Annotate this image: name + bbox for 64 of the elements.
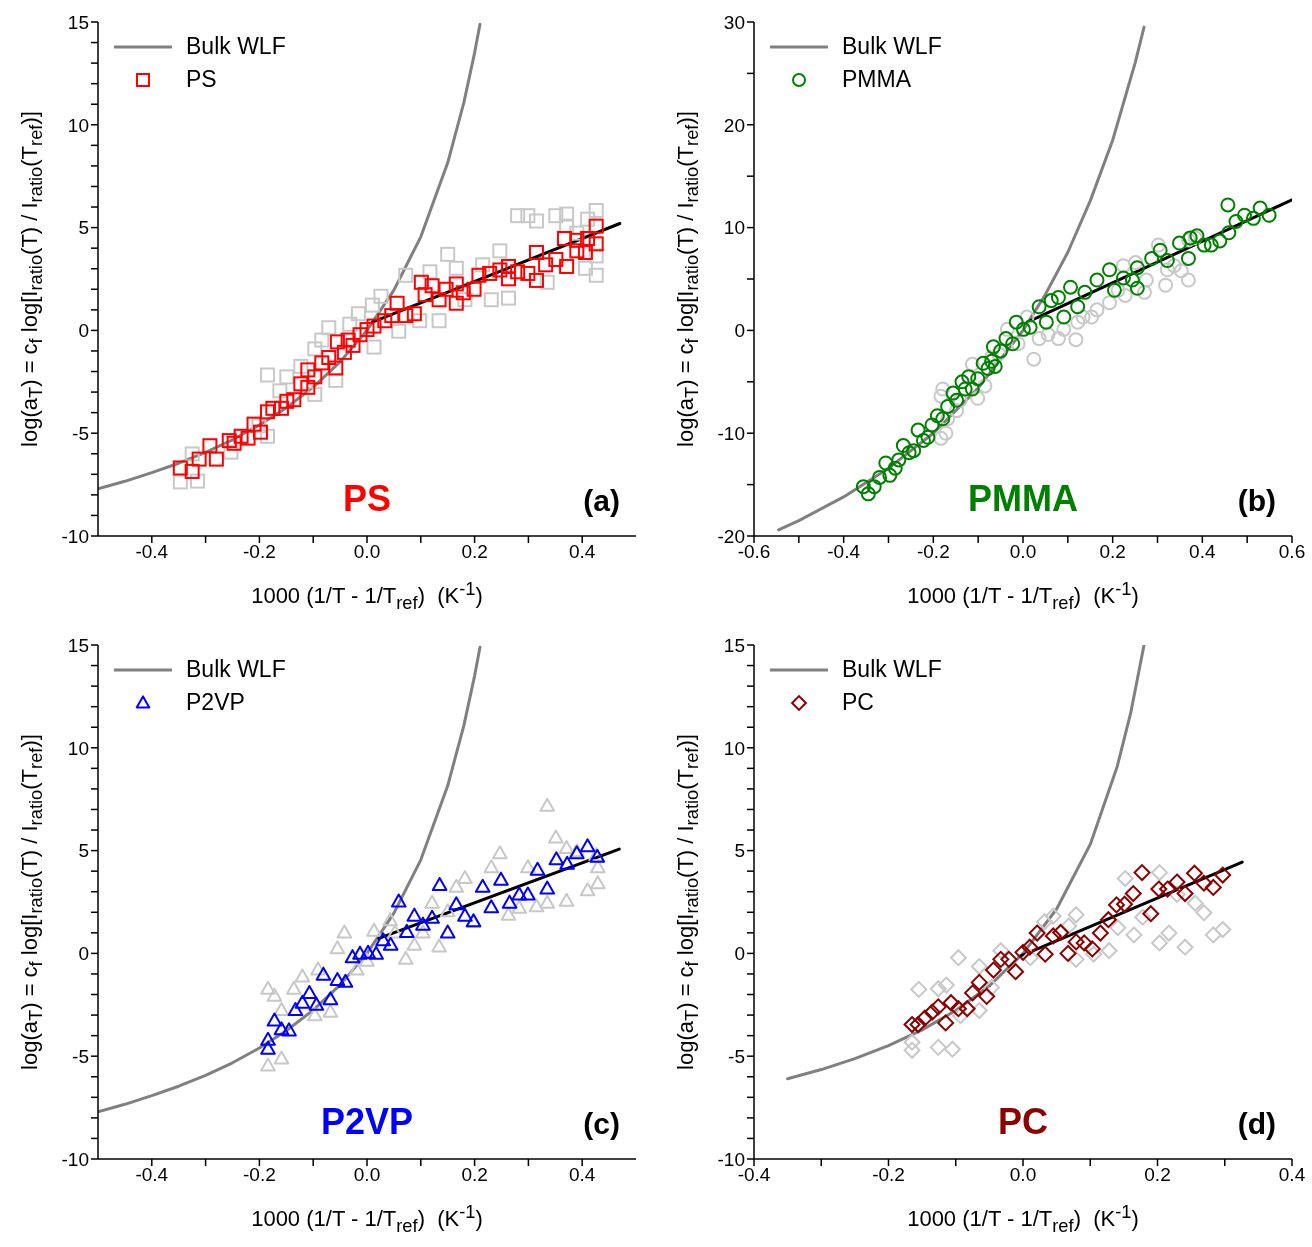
y-tick-label: -5 [72,1045,89,1067]
x-tick-label: 0.0 [1009,541,1037,563]
y-tick-label: -10 [717,1148,745,1170]
x-tick-label: -0.2 [243,541,276,563]
annotation: (a) [583,484,620,518]
legend-label: Bulk WLF [842,33,942,60]
x-tick-label: 0.2 [461,541,488,563]
y-tick-label: 10 [67,737,89,759]
y-tick-label: 15 [67,634,89,656]
x-tick-label: 0.2 [1144,1164,1171,1186]
x-tick-label: -0.4 [135,541,169,563]
legend-label: Bulk WLF [186,656,286,683]
y-tick-label: -10 [61,525,89,547]
y-tick-label: 10 [723,737,745,759]
x-tick-label: 0.4 [1189,541,1216,563]
y-tick-label: 10 [723,217,745,239]
legend-label: PC [842,689,874,716]
x-tick-label: 0.6 [1278,541,1306,563]
x-tick-label: 0.0 [1009,1164,1037,1186]
y-tick-label: 0 [734,320,745,342]
x-tick-label: 0.4 [1278,1164,1306,1186]
legend-label: P2VP [186,689,245,716]
legend-label: PMMA [842,66,911,93]
y-tick-label: -5 [728,1045,745,1067]
x-tick-label: 0.2 [461,1164,488,1186]
y-tick-label: 30 [723,11,745,33]
legend-label: PS [186,66,217,93]
y-tick-label: -10 [717,422,745,444]
x-tick-label: -0.2 [916,541,950,563]
x-axis-title: 1000 (1/T - 1/T$_{ref}$) (K$^{-1}$) [250,1201,484,1237]
y-tick-label: -20 [717,525,745,547]
legend-label: Bulk WLF [186,33,286,60]
legend-label: Bulk WLF [842,656,942,683]
x-tick-label: -0.2 [872,1164,905,1186]
x-axis-title: 1000 (1/T - 1/T$_{ref}$) (K$^{-1}$) [906,1201,1140,1237]
x-tick-label: 0.4 [568,541,596,563]
annotation: (b) [1237,484,1276,518]
y-tick-label: -10 [61,1148,89,1170]
annotation: PS [342,478,392,520]
y-tick-label: 0 [734,943,745,965]
annotation: P2VP [319,1101,415,1143]
x-tick-label: 0.0 [353,541,381,563]
y-tick-label: 0 [78,943,89,965]
x-tick-label: -0.2 [243,1164,276,1186]
annotation: (d) [1237,1107,1276,1141]
x-tick-label: 0.2 [1099,541,1126,563]
x-tick-label: -0.4 [135,1164,169,1186]
y-tick-label: 20 [723,114,745,136]
x-axis-title: 1000 (1/T - 1/T$_{ref}$) (K$^{-1}$) [906,578,1140,614]
x-tick-label: 0.4 [568,1164,596,1186]
y-tick-label: 15 [67,11,89,33]
y-tick-label: 10 [67,114,89,136]
x-tick-label: 0.0 [353,1164,381,1186]
x-axis-title: 1000 (1/T - 1/T$_{ref}$) (K$^{-1}$) [250,578,484,614]
y-tick-label: 5 [78,840,89,862]
y-tick-label: -5 [72,422,89,444]
y-tick-label: 0 [78,320,89,342]
y-tick-label: 15 [723,634,745,656]
x-tick-label: -0.4 [827,541,861,563]
annotation: (c) [583,1107,620,1141]
annotation: PC [997,1101,1049,1143]
y-tick-label: 5 [78,217,89,239]
y-tick-label: 5 [734,840,745,862]
annotation: PMMA [967,478,1079,520]
